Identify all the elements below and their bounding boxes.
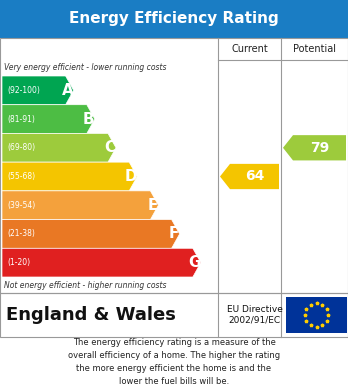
- Bar: [0, 293, 348, 337]
- Text: A: A: [62, 83, 73, 98]
- Polygon shape: [283, 135, 346, 160]
- Polygon shape: [2, 248, 201, 277]
- Text: 79: 79: [310, 141, 329, 155]
- Text: Potential: Potential: [293, 44, 336, 54]
- Text: F: F: [168, 226, 179, 241]
- Polygon shape: [2, 220, 180, 248]
- Text: Not energy efficient - higher running costs: Not energy efficient - higher running co…: [4, 280, 166, 289]
- Polygon shape: [2, 162, 137, 191]
- Polygon shape: [2, 105, 95, 133]
- Text: 64: 64: [245, 170, 264, 183]
- Text: (55-68): (55-68): [7, 172, 35, 181]
- Text: (39-54): (39-54): [7, 201, 35, 210]
- Bar: [0, 0, 348, 38]
- Polygon shape: [2, 191, 158, 220]
- Text: (21-38): (21-38): [7, 230, 35, 239]
- Text: England & Wales: England & Wales: [6, 306, 176, 324]
- Bar: [0, 38, 348, 293]
- Text: (1-20): (1-20): [7, 258, 30, 267]
- Text: B: B: [83, 111, 95, 127]
- Text: Current: Current: [231, 44, 268, 54]
- Polygon shape: [220, 164, 279, 189]
- Text: C: C: [104, 140, 116, 155]
- Text: Very energy efficient - lower running costs: Very energy efficient - lower running co…: [4, 63, 166, 72]
- Text: The energy efficiency rating is a measure of the
overall efficiency of a home. T: The energy efficiency rating is a measur…: [68, 338, 280, 386]
- Text: (81-91): (81-91): [7, 115, 35, 124]
- Bar: [286, 297, 347, 333]
- Polygon shape: [2, 76, 73, 105]
- Text: (69-80): (69-80): [7, 143, 35, 152]
- Text: E: E: [147, 198, 158, 213]
- Polygon shape: [2, 133, 116, 162]
- Text: EU Directive
2002/91/EC: EU Directive 2002/91/EC: [227, 305, 283, 325]
- Text: (92-100): (92-100): [7, 86, 40, 95]
- Text: G: G: [189, 255, 201, 270]
- Text: D: D: [125, 169, 137, 184]
- Text: Energy Efficiency Rating: Energy Efficiency Rating: [69, 11, 279, 27]
